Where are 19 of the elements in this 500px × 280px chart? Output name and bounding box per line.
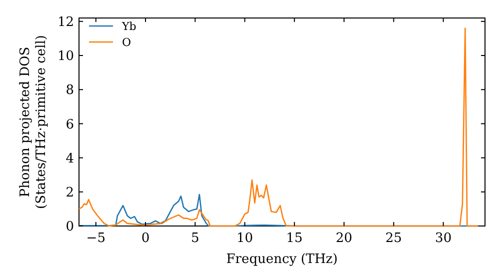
x-axis-title: Frequency (THz) xyxy=(226,252,338,267)
x-tick-label: 15 xyxy=(286,231,303,246)
y-tick-label: 12 xyxy=(57,14,74,30)
x-tick-label: −5 xyxy=(86,231,106,246)
x-tick-label: 25 xyxy=(385,231,402,246)
x-tick-label: 20 xyxy=(336,231,352,246)
x-tick-label: 10 xyxy=(236,231,254,246)
y-tick-label: 6 xyxy=(66,117,74,132)
legend-label: O xyxy=(122,36,132,49)
y-tick-label: 0 xyxy=(66,220,74,235)
x-tick-label: 0 xyxy=(141,231,150,246)
y-tick-label: 10 xyxy=(57,49,74,64)
y-tick-label: 8 xyxy=(66,83,74,98)
y-tick-label: 4 xyxy=(66,151,74,166)
legend-label: Yb xyxy=(121,20,136,33)
x-tick-label: 5 xyxy=(191,231,200,246)
y-axis-title: Phonon projected DOS (States/THz·primitive cell) xyxy=(18,34,49,210)
x-tick-label: 30 xyxy=(435,231,452,246)
y-tick-label: 2 xyxy=(66,185,74,200)
